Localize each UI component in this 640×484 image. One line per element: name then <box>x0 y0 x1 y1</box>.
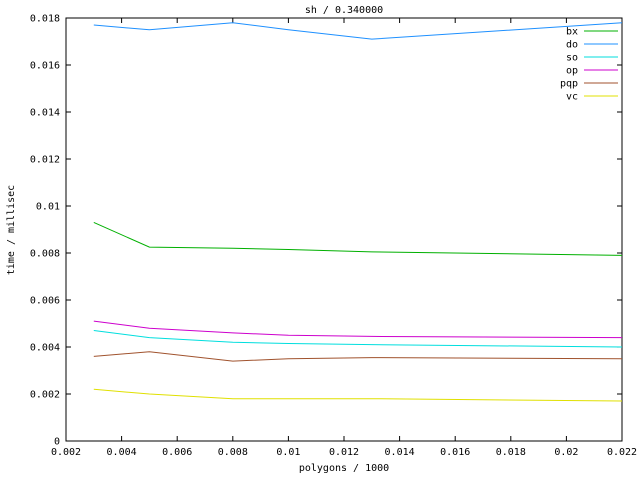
x-tick-label: 0.014 <box>385 447 415 458</box>
y-tick-label: 0.01 <box>36 202 60 213</box>
legend-label-so: so <box>566 53 578 64</box>
x-axis-label: polygons / 1000 <box>299 463 389 474</box>
y-tick-label: 0.014 <box>30 108 60 119</box>
y-axis-label: time / millisec <box>6 185 17 275</box>
x-tick-label: 0.006 <box>162 447 192 458</box>
x-tick-label: 0.002 <box>51 447 81 458</box>
y-tick-label: 0.004 <box>30 343 60 354</box>
y-tick-label: 0.018 <box>30 14 60 25</box>
series-line-pqp <box>93 351 623 362</box>
x-tick-label: 0.008 <box>218 447 248 458</box>
plot-border <box>65 17 623 442</box>
series-line-so <box>93 330 623 348</box>
series-lines <box>93 22 623 402</box>
legend-label-op: op <box>566 66 578 77</box>
legend-label-pqp: pqp <box>560 79 578 90</box>
plot-area: 0.002 0.004 0.006 0.008 0.01 0.012 0.014 0.016 0… <box>30 14 637 459</box>
x-tick-label: 0.012 <box>329 447 359 458</box>
series-line-do <box>93 22 623 40</box>
x-tick-label: 0.01 <box>276 447 300 458</box>
x-tick-label: 0.016 <box>440 447 470 458</box>
y-tick-label: 0.008 <box>30 249 60 260</box>
y-tick-label: 0.016 <box>30 61 60 72</box>
legend: bx do so op pqp vc <box>560 27 618 103</box>
y-tick-label: 0 <box>54 437 60 448</box>
x-tick-label: 0.02 <box>554 447 578 458</box>
y-tick-label: 0.002 <box>30 390 60 401</box>
x-tick-label: 0.022 <box>607 447 637 458</box>
series-line-op <box>93 320 623 339</box>
chart-title: sh / 0.340000 <box>305 5 383 16</box>
y-tick-label: 0.012 <box>30 155 60 166</box>
legend-label-do: do <box>566 40 578 51</box>
legend-label-vc: vc <box>566 92 578 103</box>
x-tick-label: 0.004 <box>107 447 137 458</box>
legend-label-bx: bx <box>566 27 578 38</box>
x-tick-label: 0.018 <box>496 447 526 458</box>
series-line-bx <box>93 221 623 256</box>
y-tick-label: 0.006 <box>30 296 60 307</box>
series-line-vc <box>93 388 623 402</box>
